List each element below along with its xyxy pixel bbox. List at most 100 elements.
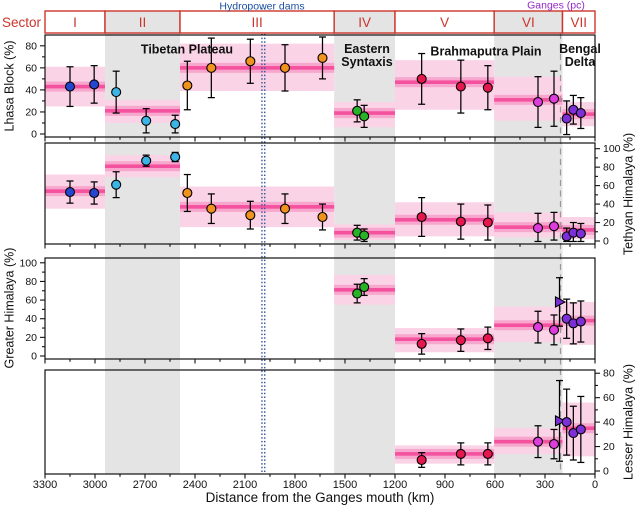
data-point — [416, 338, 427, 349]
svg-text:1200: 1200 — [383, 479, 407, 491]
sector-row-label: Sector — [2, 14, 42, 30]
y-axis-title-greater-himalaya: Greater Himalaya (%) — [2, 247, 17, 369]
svg-text:0: 0 — [31, 351, 37, 363]
svg-text:3000: 3000 — [83, 479, 107, 491]
panel-3-axis — [40, 262, 596, 364]
svg-text:20: 20 — [25, 332, 37, 344]
panel-4-data-points — [416, 414, 586, 466]
data-point — [245, 210, 256, 221]
svg-text:40: 40 — [603, 417, 615, 429]
svg-text:80: 80 — [603, 162, 615, 174]
data-point — [532, 96, 544, 108]
data-point — [416, 454, 427, 466]
data-point — [575, 424, 586, 435]
sector-numeral-II: II — [139, 15, 147, 30]
svg-text:0: 0 — [603, 236, 609, 248]
data-point — [64, 187, 76, 198]
data-point — [575, 108, 586, 119]
region-label-brahmaputra-plain: Brahmaputra Plain — [430, 44, 542, 59]
svg-text:80: 80 — [25, 40, 37, 52]
data-point — [317, 211, 328, 223]
data-point — [279, 62, 291, 73]
svg-text:2100: 2100 — [233, 479, 257, 491]
data-point — [455, 81, 466, 92]
ganges-pc-marker — [554, 414, 567, 427]
data-point — [482, 82, 493, 93]
data-point — [455, 335, 466, 346]
panel-2-axis — [44, 148, 600, 249]
svg-text:80: 80 — [603, 368, 615, 380]
svg-text:20: 20 — [603, 217, 615, 229]
svg-text:20: 20 — [603, 441, 615, 453]
panel-3-tick-labels: 0 20 40 60 80 100 — [19, 257, 37, 362]
data-point — [206, 62, 217, 73]
region-label-bengal-delta: Bengal Delta — [559, 41, 601, 69]
data-point — [359, 230, 370, 241]
sector-numeral-I: I — [73, 15, 77, 30]
panel-2-tick-labels: 0 20 40 60 80 100 — [603, 143, 621, 247]
svg-text:80: 80 — [25, 276, 37, 288]
data-point — [111, 179, 122, 190]
region-label-tibetan-plateau: Tibetan Plateau — [140, 42, 234, 57]
svg-text:40: 40 — [603, 199, 615, 211]
data-point — [561, 417, 572, 428]
y-axis-title-lesser-himalaya: Lesser Himalaya (%) — [621, 363, 636, 481]
ganges-pc-label: Ganges (pc) — [527, 0, 585, 12]
data-point — [317, 52, 328, 63]
sector-box-VII — [561, 10, 596, 34]
panel-3-data-points — [352, 281, 586, 349]
data-point — [170, 151, 181, 163]
svg-text:20: 20 — [25, 106, 37, 118]
data-point — [548, 93, 560, 104]
data-point — [482, 448, 493, 459]
svg-text:60: 60 — [603, 392, 615, 404]
sector-numeral-IV: IV — [358, 15, 371, 30]
data-point — [416, 211, 427, 223]
svg-text:100: 100 — [603, 143, 621, 155]
data-point — [141, 115, 152, 126]
panel-2-data-points — [64, 151, 586, 242]
svg-text:100: 100 — [19, 257, 37, 269]
data-point — [111, 87, 122, 98]
svg-text:40: 40 — [25, 313, 37, 325]
svg-text:2400: 2400 — [183, 479, 207, 491]
data-point — [532, 322, 544, 333]
x-axis-title: Distance from the Ganges mouth (km) — [205, 489, 435, 505]
data-point — [482, 333, 493, 344]
data-point — [279, 203, 291, 214]
data-point — [548, 324, 560, 335]
data-point — [89, 79, 100, 90]
data-point — [532, 436, 544, 447]
data-point — [455, 216, 466, 227]
data-point — [206, 203, 217, 214]
data-point — [359, 111, 370, 122]
svg-text:60: 60 — [25, 62, 37, 74]
data-point — [352, 288, 363, 299]
data-point — [548, 221, 560, 232]
data-point — [548, 439, 560, 450]
sector-numeral-V: V — [440, 15, 449, 30]
data-point — [245, 56, 256, 67]
panel-4-axis — [44, 372, 600, 479]
data-point — [89, 187, 100, 199]
data-point — [575, 316, 586, 327]
svg-text:60: 60 — [25, 295, 37, 307]
sector-numeral-VII: VII — [570, 15, 587, 30]
svg-text:900: 900 — [436, 479, 454, 491]
svg-text:0: 0 — [31, 129, 37, 141]
svg-text:1500: 1500 — [333, 479, 357, 491]
region-label-eastern-syntaxis: Eastern Syntaxis — [341, 41, 393, 69]
svg-text:300: 300 — [536, 479, 554, 491]
sector-numeral-III: III — [251, 15, 262, 30]
panel-1-data-points — [64, 52, 586, 130]
data-point — [416, 73, 427, 84]
svg-text:600: 600 — [486, 479, 504, 491]
sector-numeral-VI: VI — [522, 15, 535, 30]
svg-text:1800: 1800 — [283, 479, 307, 491]
svg-text:2700: 2700 — [133, 479, 157, 491]
y-axis-title-tethyan-himalaya: Tethyan Himalaya (%) — [621, 132, 636, 256]
data-point — [482, 217, 493, 228]
